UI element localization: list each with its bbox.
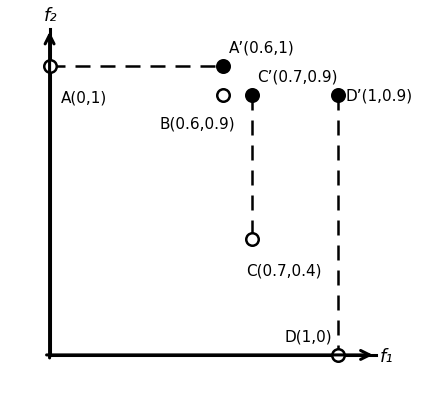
Text: f₂: f₂ <box>44 8 58 25</box>
Text: B(0.6,0.9): B(0.6,0.9) <box>159 116 235 131</box>
Text: A’(0.6,1): A’(0.6,1) <box>228 41 294 56</box>
Text: D’(1,0.9): D’(1,0.9) <box>345 89 412 103</box>
Text: D(1,0): D(1,0) <box>285 328 332 344</box>
Text: f₁: f₁ <box>380 348 394 365</box>
Text: C(0.7,0.4): C(0.7,0.4) <box>246 263 321 278</box>
Text: A(0,1): A(0,1) <box>61 90 107 105</box>
Text: C’(0.7,0.9): C’(0.7,0.9) <box>257 69 338 85</box>
